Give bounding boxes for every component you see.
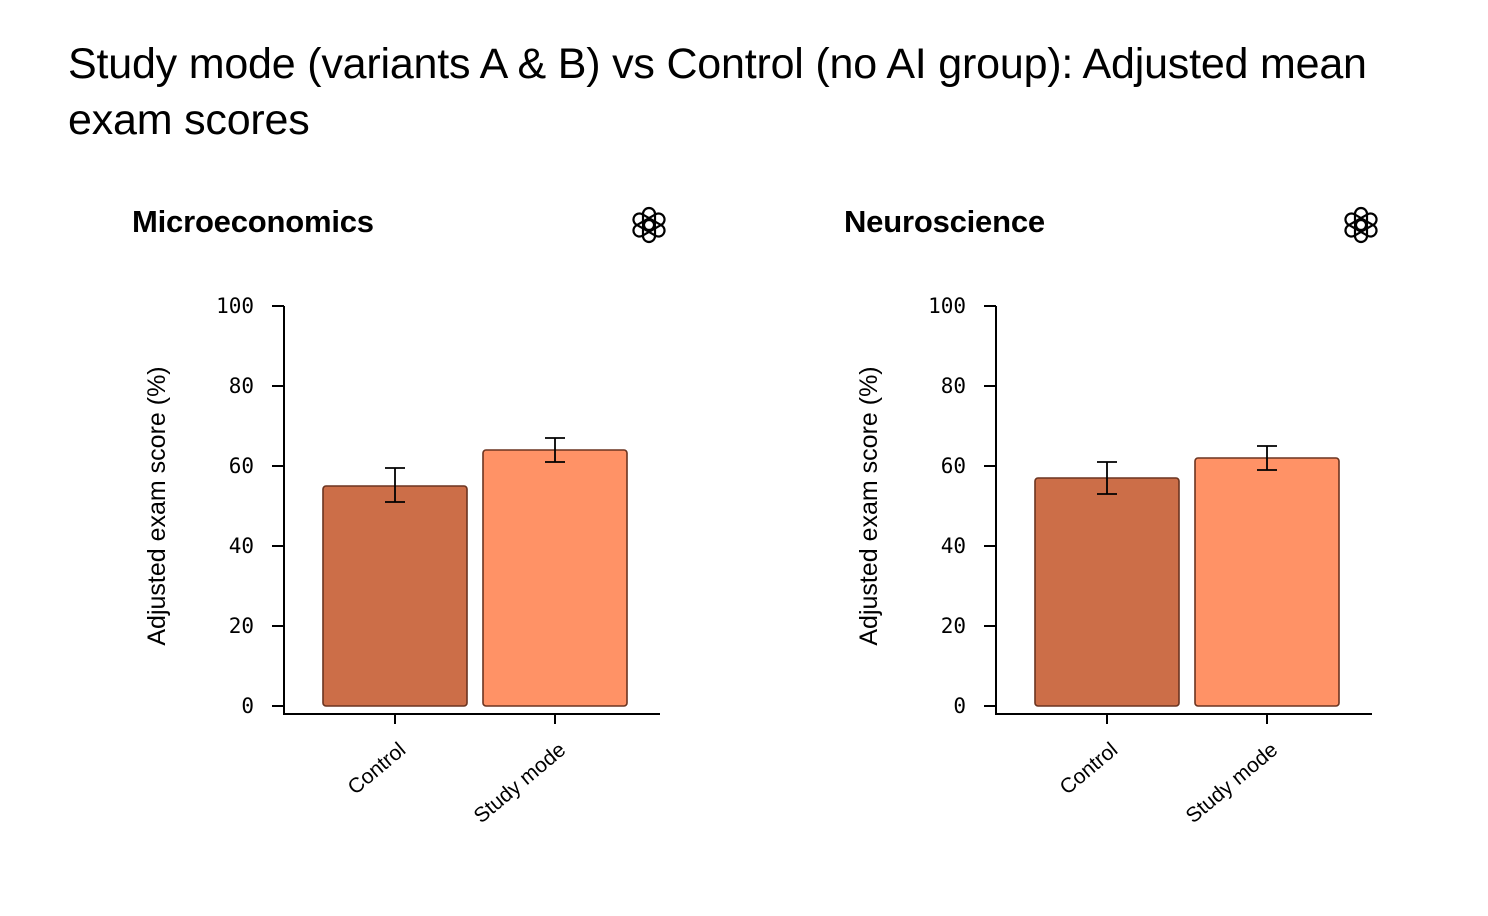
bar (482, 449, 628, 707)
bar-chart: Adjusted exam score (%) 0 20 40 60 80 100 Contr… (143, 294, 660, 828)
chart-panel-neuroscience: Neuroscience Adjusted exam score (%) 0 20 4… (712, 190, 1424, 890)
y-tick-label: 80 (941, 374, 966, 398)
bar (322, 485, 468, 707)
y-tick-label: 80 (229, 374, 254, 398)
bar (1194, 457, 1340, 707)
y-tick-label: 100 (928, 294, 966, 318)
openai-logo-icon (1344, 206, 1378, 244)
x-tick-label: Control (344, 738, 411, 799)
y-tick-label: 20 (229, 614, 254, 638)
y-tick-label: 40 (229, 534, 254, 558)
bar-chart: Adjusted exam score (%) 0 20 40 60 80 100 Contr… (855, 294, 1372, 828)
y-axis-label: Adjusted exam score (%) (143, 366, 171, 645)
openai-logo-icon (632, 206, 666, 244)
y-tick-label: 100 (216, 294, 254, 318)
y-tick-label: 60 (229, 454, 254, 478)
y-tick-label: 40 (941, 534, 966, 558)
y-tick-label: 20 (941, 614, 966, 638)
y-tick-label: 0 (241, 694, 254, 718)
bar (1034, 477, 1180, 707)
x-tick-label: Study mode (1182, 738, 1283, 828)
y-tick-label: 0 (953, 694, 966, 718)
chart-panel-microeconomics: Microeconomics Adjusted exam score (%) 0 2… (0, 190, 712, 890)
x-tick-label: Study mode (470, 738, 571, 828)
y-tick-label: 60 (941, 454, 966, 478)
page-title: Study mode (variants A & B) vs Control (… (68, 40, 1367, 144)
x-tick-label: Control (1056, 738, 1123, 799)
y-axis-label: Adjusted exam score (%) (855, 366, 883, 645)
chart-title: Microeconomics (132, 204, 374, 239)
chart-title: Neuroscience (844, 204, 1045, 239)
